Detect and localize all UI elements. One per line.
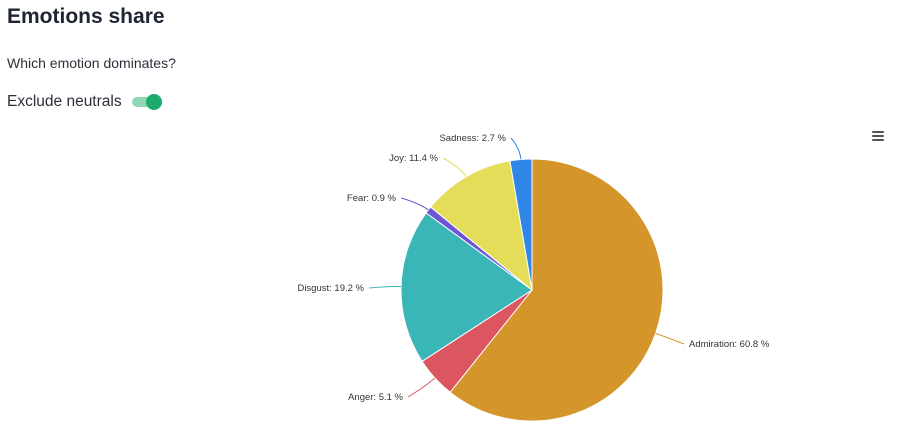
pie-slice-sadness[interactable] (509, 158, 533, 291)
data-label-sadness: Sadness: 2.7 % (439, 133, 506, 144)
exclude-neutrals-toggle[interactable] (131, 92, 164, 112)
data-label-fear: Fear: 0.9 % (347, 193, 397, 204)
data-label-anger: Anger: 5.1 % (348, 392, 403, 403)
connector-admiration (655, 332, 685, 345)
connector-fear (400, 197, 429, 211)
connector-sadness (510, 137, 522, 160)
toggle-knob (145, 94, 162, 110)
hamburger-menu-icon[interactable] (870, 128, 886, 144)
page-title: Emotions share (7, 5, 165, 28)
connector-disgust (368, 285, 402, 289)
pie-slice-joy[interactable] (429, 160, 533, 292)
data-label-admiration: Admiration: 60.8 % (689, 339, 770, 350)
connector-joy (442, 157, 467, 178)
pie-slice-disgust[interactable] (400, 212, 533, 363)
data-label-disgust: Disgust: 19.2 % (297, 283, 364, 294)
pie-slice-admiration[interactable] (449, 158, 664, 422)
exclude-neutrals-label: Exclude neutrals (7, 93, 122, 110)
connector-anger (407, 377, 436, 398)
data-label-joy: Joy: 11.4 % (389, 153, 438, 164)
exclude-neutrals-row: Exclude neutrals (7, 92, 164, 112)
page-subtitle: Which emotion dominates? (7, 55, 176, 71)
